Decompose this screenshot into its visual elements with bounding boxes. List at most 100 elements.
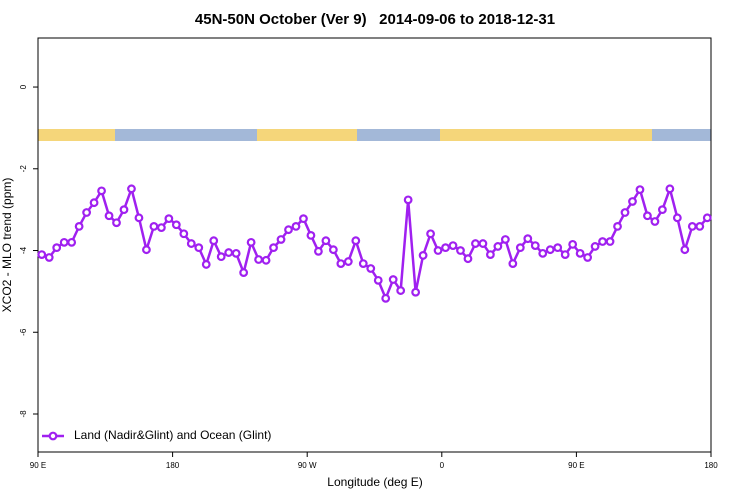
data-point bbox=[411, 287, 421, 297]
data-point bbox=[306, 230, 316, 240]
data-point bbox=[538, 248, 548, 258]
data-point bbox=[486, 250, 495, 260]
data-point bbox=[59, 237, 69, 247]
data-point bbox=[568, 239, 578, 249]
data-point bbox=[246, 237, 256, 247]
data-point bbox=[89, 198, 99, 208]
y-tick-label: -6 bbox=[19, 328, 28, 336]
data-point bbox=[657, 205, 667, 215]
data-point bbox=[560, 250, 570, 260]
data-point bbox=[336, 259, 346, 268]
data-point bbox=[239, 268, 249, 277]
data-point bbox=[373, 275, 383, 285]
x-tick-label: 180 bbox=[704, 461, 718, 470]
data-point bbox=[493, 242, 503, 251]
data-point bbox=[276, 235, 286, 244]
data-point bbox=[508, 259, 518, 268]
data-point bbox=[52, 243, 62, 253]
x-axis-label: Longitude (deg E) bbox=[327, 475, 422, 489]
data-point bbox=[388, 275, 398, 284]
data-point bbox=[695, 222, 705, 231]
data-point bbox=[127, 184, 136, 194]
data-point bbox=[471, 239, 480, 248]
land-band bbox=[38, 129, 115, 141]
data-point bbox=[620, 208, 630, 217]
data-point bbox=[598, 237, 607, 246]
data-point bbox=[583, 253, 593, 262]
data-point bbox=[523, 234, 533, 244]
data-point bbox=[635, 185, 645, 195]
data-point bbox=[665, 184, 675, 194]
data-point bbox=[343, 257, 353, 266]
data-point bbox=[216, 252, 226, 262]
data-point bbox=[97, 186, 106, 196]
data-point bbox=[351, 236, 361, 246]
data-point bbox=[418, 251, 428, 260]
land-band bbox=[440, 129, 652, 141]
data-point bbox=[613, 222, 622, 231]
plot-frame bbox=[37, 37, 712, 453]
data-point bbox=[628, 197, 637, 206]
data-point bbox=[261, 255, 271, 265]
data-point bbox=[44, 253, 54, 262]
legend-label: Land (Nadir&Glint) and Ocean (Glint) bbox=[74, 428, 271, 442]
x-tick-label: 0 bbox=[440, 461, 445, 470]
data-point bbox=[291, 222, 301, 231]
chart-title: 45N-50N October (Ver 9) 2014-09-06 to 20… bbox=[195, 11, 555, 28]
data-point bbox=[284, 225, 293, 235]
data-point bbox=[702, 213, 712, 223]
data-point bbox=[687, 222, 697, 231]
data-point bbox=[515, 243, 525, 253]
data-point bbox=[590, 242, 600, 251]
data-point bbox=[381, 293, 391, 303]
data-point bbox=[396, 286, 406, 295]
data-point bbox=[186, 239, 196, 248]
y-tick-label: -4 bbox=[19, 246, 28, 254]
data-point bbox=[358, 259, 368, 268]
data-point bbox=[426, 229, 435, 239]
x-tick-label: 180 bbox=[166, 461, 180, 470]
data-point bbox=[456, 246, 465, 255]
data-point bbox=[142, 245, 151, 255]
data-point bbox=[463, 254, 473, 264]
data-point bbox=[575, 248, 585, 258]
data-point bbox=[545, 245, 555, 255]
data-point bbox=[74, 222, 84, 231]
legend-item: Land (Nadir&Glint) and Ocean (Glint) bbox=[42, 428, 271, 442]
data-point bbox=[164, 214, 174, 224]
data-point bbox=[643, 211, 652, 221]
x-tick-label: 90 W bbox=[298, 461, 317, 470]
data-point bbox=[209, 236, 219, 246]
y-tick-label: 0 bbox=[19, 84, 28, 89]
data-point bbox=[672, 213, 682, 223]
data-point bbox=[650, 217, 660, 226]
data-point bbox=[224, 248, 234, 257]
y-tick-label: -2 bbox=[19, 165, 28, 173]
data-point bbox=[171, 220, 181, 230]
data-point bbox=[448, 241, 458, 251]
data-point bbox=[328, 245, 338, 255]
data-point bbox=[119, 205, 129, 215]
data-point bbox=[37, 250, 47, 260]
data-point bbox=[269, 243, 278, 253]
x-tick-label: 90 E bbox=[30, 461, 46, 470]
data-point bbox=[156, 223, 166, 233]
data-point bbox=[194, 243, 204, 253]
land-ocean-strip bbox=[38, 129, 711, 141]
data-point bbox=[441, 243, 450, 253]
data-point bbox=[680, 245, 690, 255]
data-point bbox=[605, 237, 615, 246]
data-point bbox=[500, 235, 510, 244]
data-point bbox=[403, 195, 413, 205]
data-point bbox=[67, 237, 77, 247]
x-tick-label: 90 E bbox=[568, 461, 584, 470]
data-point bbox=[478, 239, 488, 248]
data-point bbox=[254, 255, 263, 264]
data-point bbox=[321, 236, 331, 246]
y-tick-label: -8 bbox=[19, 410, 28, 418]
y-axis-label: XCO2 - MLO trend (ppm) bbox=[0, 178, 14, 313]
data-point bbox=[366, 264, 376, 273]
data-point bbox=[149, 222, 159, 231]
data-point bbox=[553, 243, 563, 253]
